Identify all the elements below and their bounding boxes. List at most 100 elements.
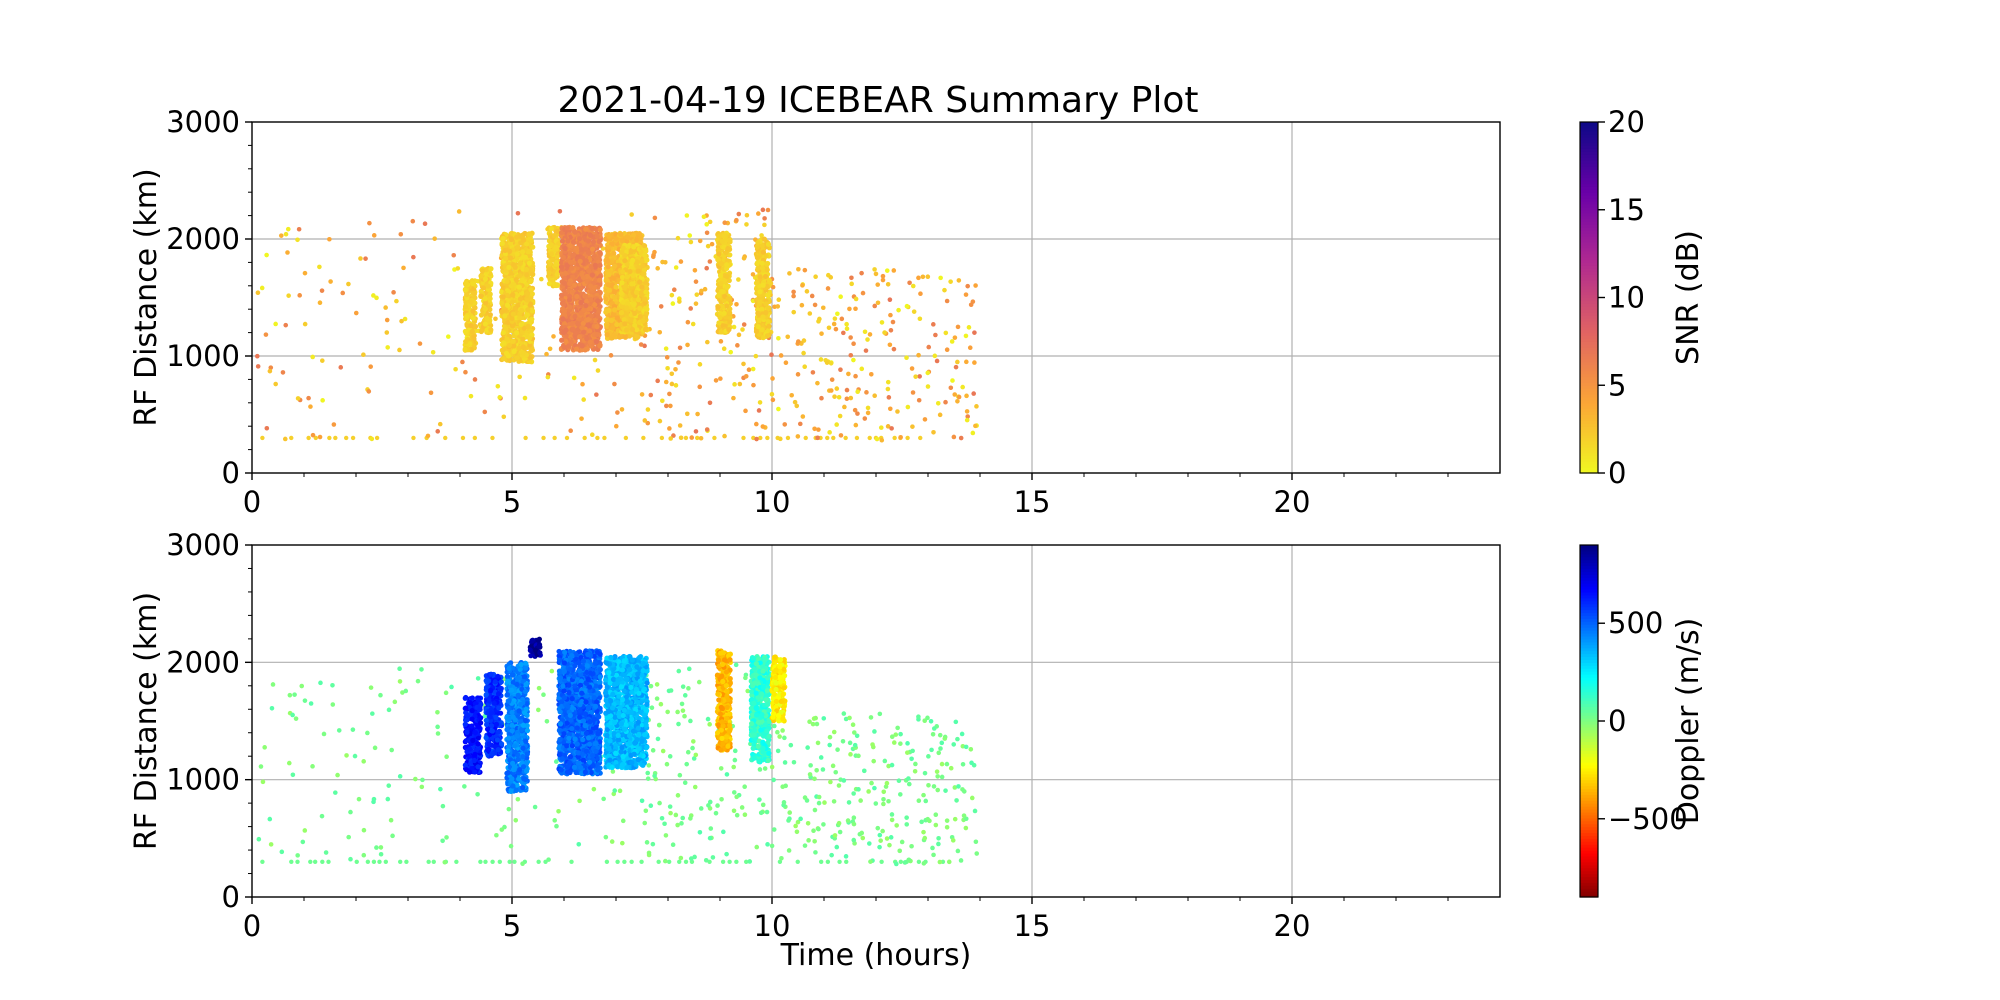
data-point bbox=[529, 308, 536, 314]
data-point bbox=[688, 239, 694, 245]
data-point bbox=[464, 291, 470, 298]
data-point bbox=[596, 277, 603, 283]
data-point bbox=[863, 348, 869, 353]
data-point bbox=[327, 435, 332, 441]
data-point bbox=[695, 411, 700, 417]
data-point bbox=[463, 339, 469, 345]
data-point bbox=[718, 339, 724, 344]
data-point bbox=[568, 339, 574, 345]
data-point bbox=[685, 342, 690, 348]
data-point bbox=[564, 435, 570, 441]
data-point bbox=[802, 364, 808, 370]
data-point bbox=[603, 309, 609, 315]
data-point bbox=[581, 397, 586, 402]
data-point bbox=[462, 303, 469, 310]
data-point bbox=[917, 316, 923, 322]
data-point bbox=[722, 433, 727, 439]
data-point bbox=[579, 416, 584, 421]
data-point bbox=[931, 322, 936, 327]
data-point bbox=[872, 267, 877, 272]
data-point bbox=[589, 225, 595, 231]
data-point bbox=[687, 233, 693, 238]
data-point bbox=[582, 435, 587, 441]
data-point bbox=[783, 360, 789, 366]
data-point bbox=[873, 271, 879, 277]
data-point bbox=[948, 279, 953, 284]
data-point bbox=[721, 346, 727, 351]
data-point bbox=[664, 355, 670, 360]
data-point bbox=[885, 281, 891, 287]
data-point bbox=[916, 352, 921, 358]
data-point bbox=[639, 284, 645, 290]
data-point bbox=[865, 410, 871, 416]
data-point bbox=[435, 429, 441, 434]
data-point bbox=[643, 289, 649, 295]
data-point bbox=[802, 267, 808, 273]
data-point bbox=[584, 346, 590, 352]
data-point bbox=[645, 407, 651, 412]
data-point bbox=[867, 435, 872, 441]
data-point bbox=[684, 411, 690, 417]
data-point bbox=[800, 283, 805, 288]
data-point bbox=[629, 326, 636, 333]
data-point bbox=[567, 280, 573, 286]
data-point bbox=[701, 214, 707, 220]
data-point bbox=[619, 280, 625, 286]
data-point bbox=[799, 302, 805, 308]
data-point bbox=[468, 299, 474, 305]
data-point bbox=[868, 371, 874, 377]
data-point bbox=[561, 301, 567, 307]
data-point bbox=[472, 377, 478, 382]
data-point bbox=[880, 277, 886, 283]
data-point bbox=[470, 308, 476, 314]
data-point bbox=[734, 301, 739, 307]
data-point bbox=[574, 293, 580, 300]
data-point bbox=[613, 284, 619, 290]
data-point bbox=[668, 436, 673, 441]
data-point bbox=[594, 392, 599, 397]
data-point bbox=[518, 321, 524, 328]
data-point bbox=[693, 279, 699, 284]
data-point bbox=[791, 289, 796, 295]
data-point bbox=[848, 395, 854, 401]
data-point bbox=[960, 384, 965, 390]
data-point bbox=[965, 283, 970, 289]
data-point bbox=[333, 435, 338, 441]
data-point bbox=[512, 264, 518, 270]
data-point bbox=[949, 339, 955, 344]
data-point bbox=[453, 366, 458, 372]
data-point bbox=[507, 248, 513, 254]
data-point bbox=[662, 259, 668, 265]
data-point bbox=[875, 282, 881, 287]
data-point bbox=[306, 435, 311, 441]
data-point bbox=[831, 321, 837, 327]
data-point bbox=[327, 236, 332, 242]
data-point bbox=[553, 282, 559, 288]
data-point bbox=[855, 411, 860, 416]
data-point bbox=[579, 325, 585, 331]
data-point bbox=[832, 394, 837, 399]
data-point bbox=[519, 232, 525, 239]
data-point bbox=[916, 397, 922, 403]
data-point bbox=[511, 348, 517, 355]
data-point bbox=[796, 339, 801, 344]
data-point bbox=[478, 293, 484, 299]
data-point bbox=[283, 322, 289, 328]
data-point bbox=[956, 278, 962, 283]
data-point bbox=[743, 408, 748, 414]
data-point bbox=[971, 391, 976, 396]
data-point bbox=[692, 267, 698, 273]
data-point bbox=[552, 435, 557, 441]
data-point bbox=[717, 272, 724, 279]
data-point bbox=[731, 395, 736, 401]
data-point bbox=[852, 407, 858, 413]
data-point bbox=[594, 233, 600, 240]
data-point bbox=[716, 292, 722, 299]
data-point bbox=[713, 378, 719, 383]
data-point bbox=[606, 272, 612, 278]
data-point bbox=[310, 354, 315, 360]
data-point bbox=[935, 400, 941, 406]
data-point bbox=[968, 302, 974, 308]
data-point bbox=[676, 360, 681, 365]
data-point bbox=[557, 209, 563, 214]
